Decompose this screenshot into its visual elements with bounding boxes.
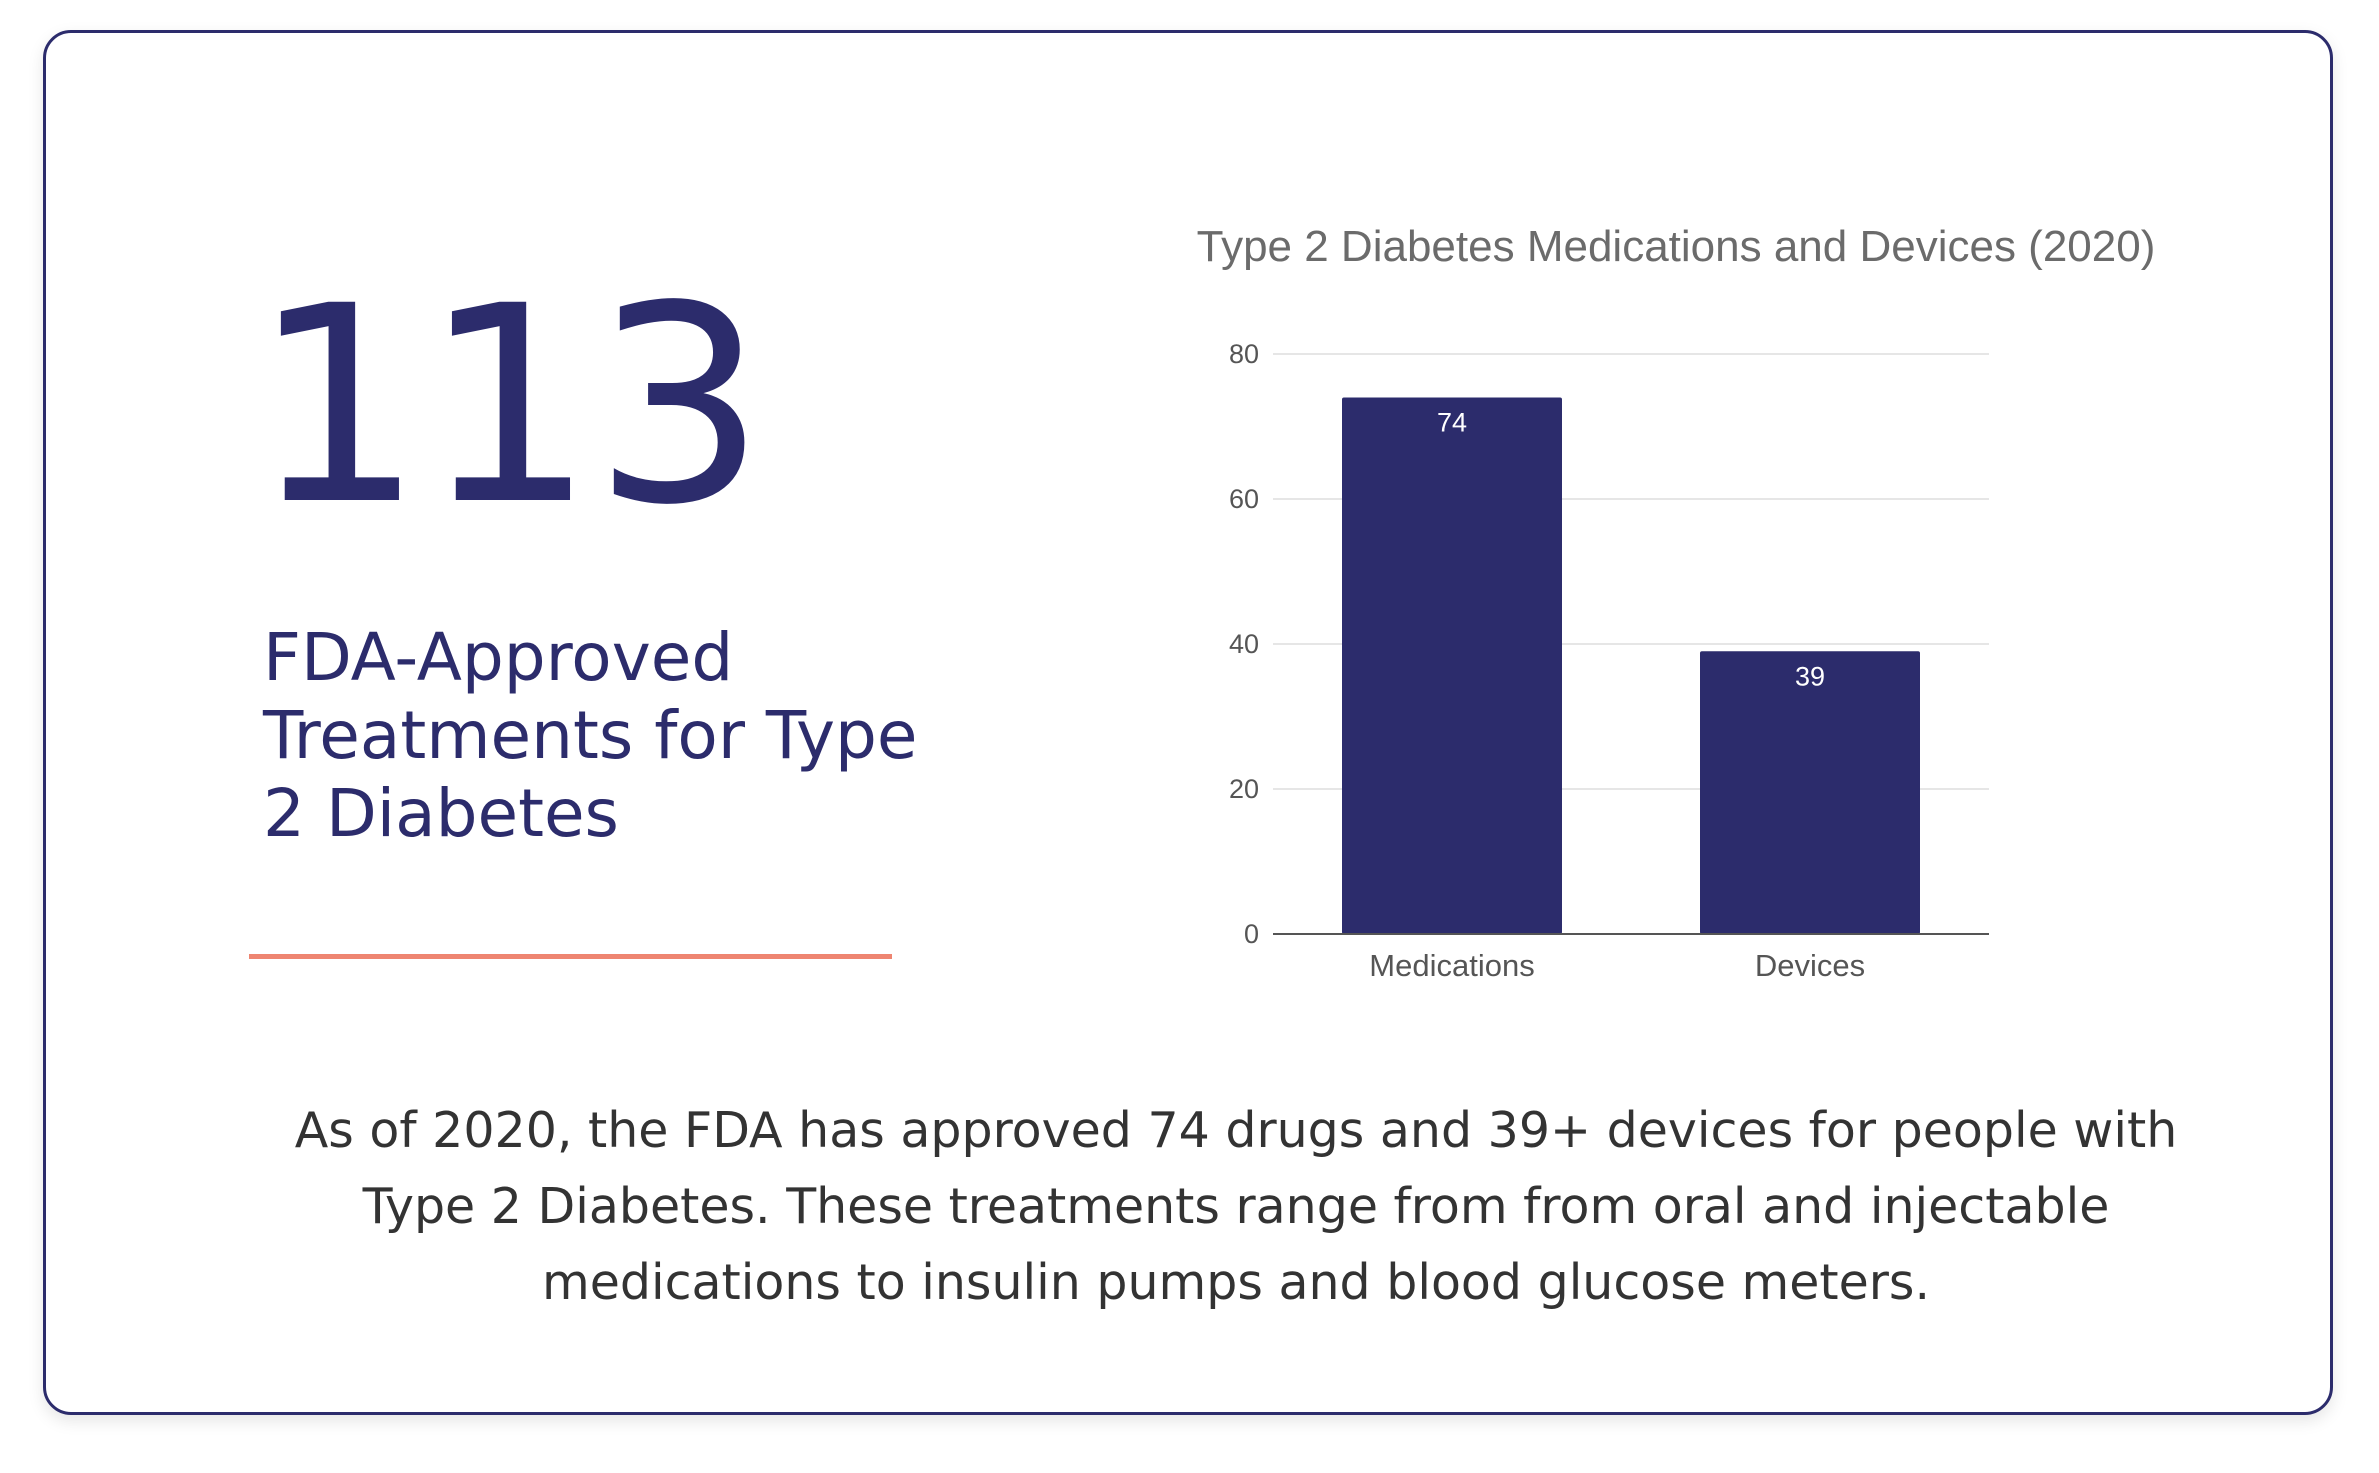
stat-number: 113 <box>251 249 766 565</box>
y-tick-label: 60 <box>1229 484 1259 514</box>
stat-caption: FDA-Approved Treatments for Type 2 Diabe… <box>263 619 918 852</box>
bar-devices <box>1700 651 1920 934</box>
description-text: As of 2020, the FDA has approved 74 drug… <box>294 1102 2178 1311</box>
info-card: 113 FDA-Approved Treatments for Type 2 D… <box>43 30 2333 1415</box>
x-tick-label: Devices <box>1755 948 1865 983</box>
y-tick-label: 80 <box>1229 339 1259 369</box>
y-tick-label: 40 <box>1229 629 1259 659</box>
y-tick-label: 0 <box>1244 919 1259 949</box>
bar-chart: Type 2 Diabetes Medications and Devices … <box>1197 222 2156 983</box>
accent-divider <box>249 954 892 959</box>
data-label: 74 <box>1437 408 1467 438</box>
y-tick-label: 20 <box>1229 774 1259 804</box>
chart-bars: 74 39 <box>1342 397 1920 934</box>
chart-axes: 0 20 40 60 80 Medications Devices <box>1229 339 1989 983</box>
x-tick-label: Medications <box>1369 948 1534 983</box>
chart-title: Type 2 Diabetes Medications and Devices … <box>1197 222 2156 271</box>
data-label: 39 <box>1795 661 1825 691</box>
bar-medications <box>1342 397 1562 934</box>
